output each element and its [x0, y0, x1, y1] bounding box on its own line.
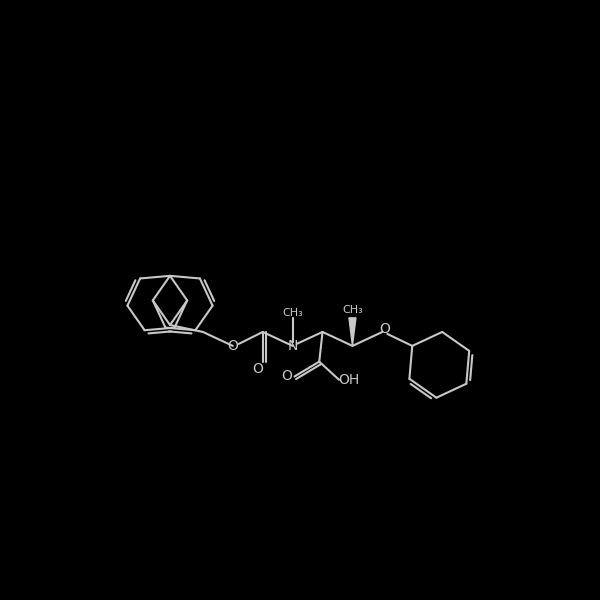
- Text: N: N: [287, 339, 298, 353]
- Text: O: O: [281, 370, 292, 383]
- Text: O: O: [227, 339, 238, 353]
- Text: CH₃: CH₃: [282, 308, 303, 318]
- Polygon shape: [349, 318, 356, 346]
- Text: O: O: [379, 322, 390, 336]
- Text: O: O: [252, 362, 263, 376]
- Text: OH: OH: [338, 373, 359, 387]
- Text: CH₃: CH₃: [342, 305, 363, 315]
